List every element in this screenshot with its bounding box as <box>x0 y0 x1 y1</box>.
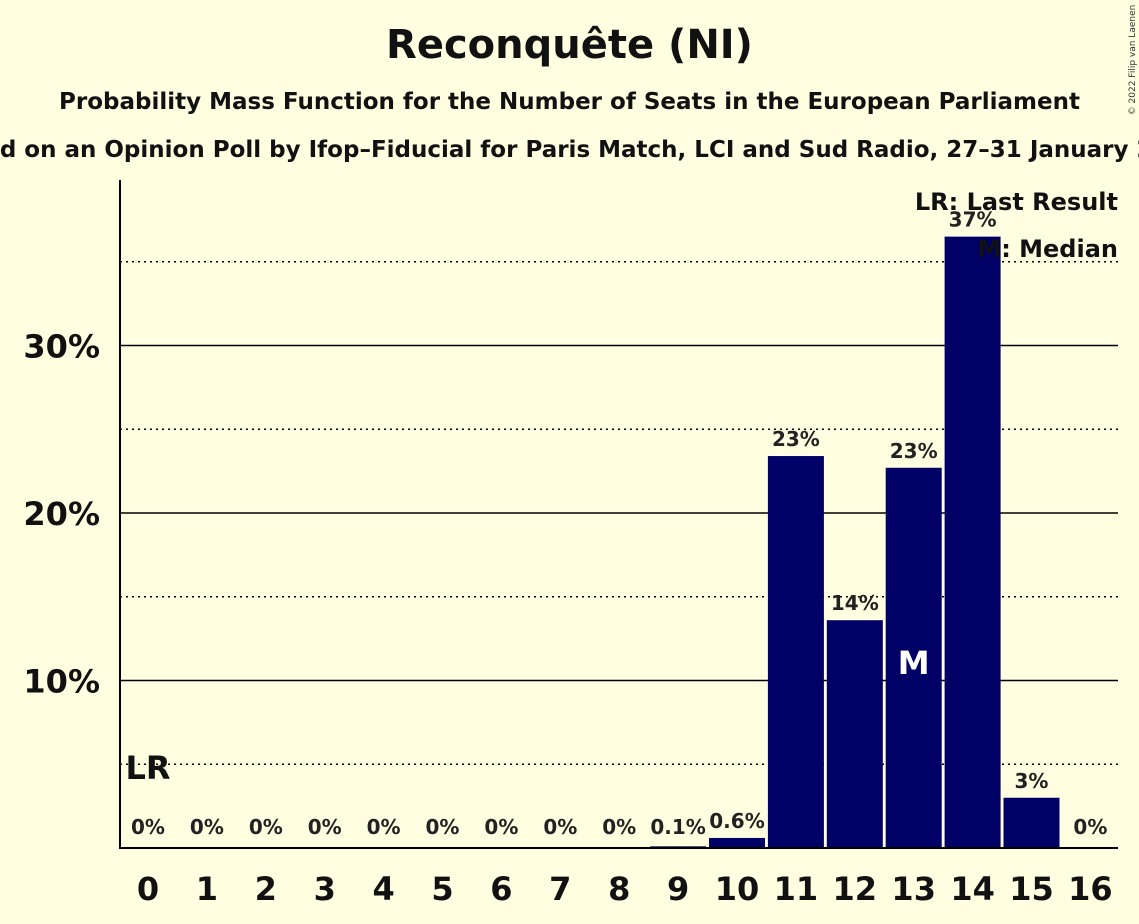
x-tick-label: 13 <box>891 870 936 908</box>
data-label: 0% <box>249 815 283 839</box>
last-result-marker: LR <box>125 749 170 787</box>
data-label: 23% <box>890 439 938 463</box>
data-label: 3% <box>1015 769 1049 793</box>
bar <box>709 837 765 848</box>
data-label: 0% <box>308 815 342 839</box>
x-tick-label: 10 <box>715 870 760 908</box>
bar <box>944 236 1001 848</box>
data-label: 0% <box>1073 815 1107 839</box>
x-tick-label: 9 <box>667 870 689 908</box>
data-label: 0% <box>484 815 518 839</box>
x-tick-label: 4 <box>372 870 394 908</box>
median-marker: M <box>898 644 930 682</box>
x-tick-label: 11 <box>774 870 819 908</box>
y-tick-label: 20% <box>23 495 100 533</box>
bar <box>767 456 824 848</box>
x-tick-label: 5 <box>431 870 453 908</box>
data-label: 0.1% <box>650 815 705 839</box>
x-tick-label: 16 <box>1068 870 1113 908</box>
legend-entry: M: Median <box>977 235 1118 263</box>
x-tick-label: 3 <box>314 870 336 908</box>
y-tick-label: 30% <box>23 328 100 366</box>
bar <box>826 620 883 848</box>
y-tick-label: 10% <box>23 663 100 701</box>
data-label: 37% <box>949 208 997 232</box>
bar <box>1003 797 1060 848</box>
data-label: 0% <box>190 815 224 839</box>
data-label: 0% <box>543 815 577 839</box>
x-tick-label: 6 <box>490 870 512 908</box>
bar <box>885 467 942 848</box>
x-tick-label: 14 <box>950 870 995 908</box>
x-tick-label: 2 <box>255 870 277 908</box>
x-tick-label: 7 <box>549 870 571 908</box>
x-tick-label: 0 <box>137 870 159 908</box>
data-label: 0% <box>131 815 165 839</box>
x-tick-label: 1 <box>196 870 218 908</box>
data-label: 23% <box>772 427 820 451</box>
data-label: 0.6% <box>709 809 764 833</box>
chart-source: Based on an Opinion Poll by Ifop–Fiducia… <box>0 137 1139 163</box>
data-label: 0% <box>367 815 401 839</box>
data-label: 0% <box>602 815 636 839</box>
chart-title: Reconquête (NI) <box>386 22 753 68</box>
legend-entry: LR: Last Result <box>915 188 1118 216</box>
chart-subtitle: Probability Mass Function for the Number… <box>59 89 1080 115</box>
data-label: 0% <box>426 815 460 839</box>
x-tick-label: 8 <box>608 870 630 908</box>
data-label: 14% <box>831 591 879 615</box>
x-tick-label: 12 <box>833 870 878 908</box>
x-tick-label: 15 <box>1009 870 1054 908</box>
